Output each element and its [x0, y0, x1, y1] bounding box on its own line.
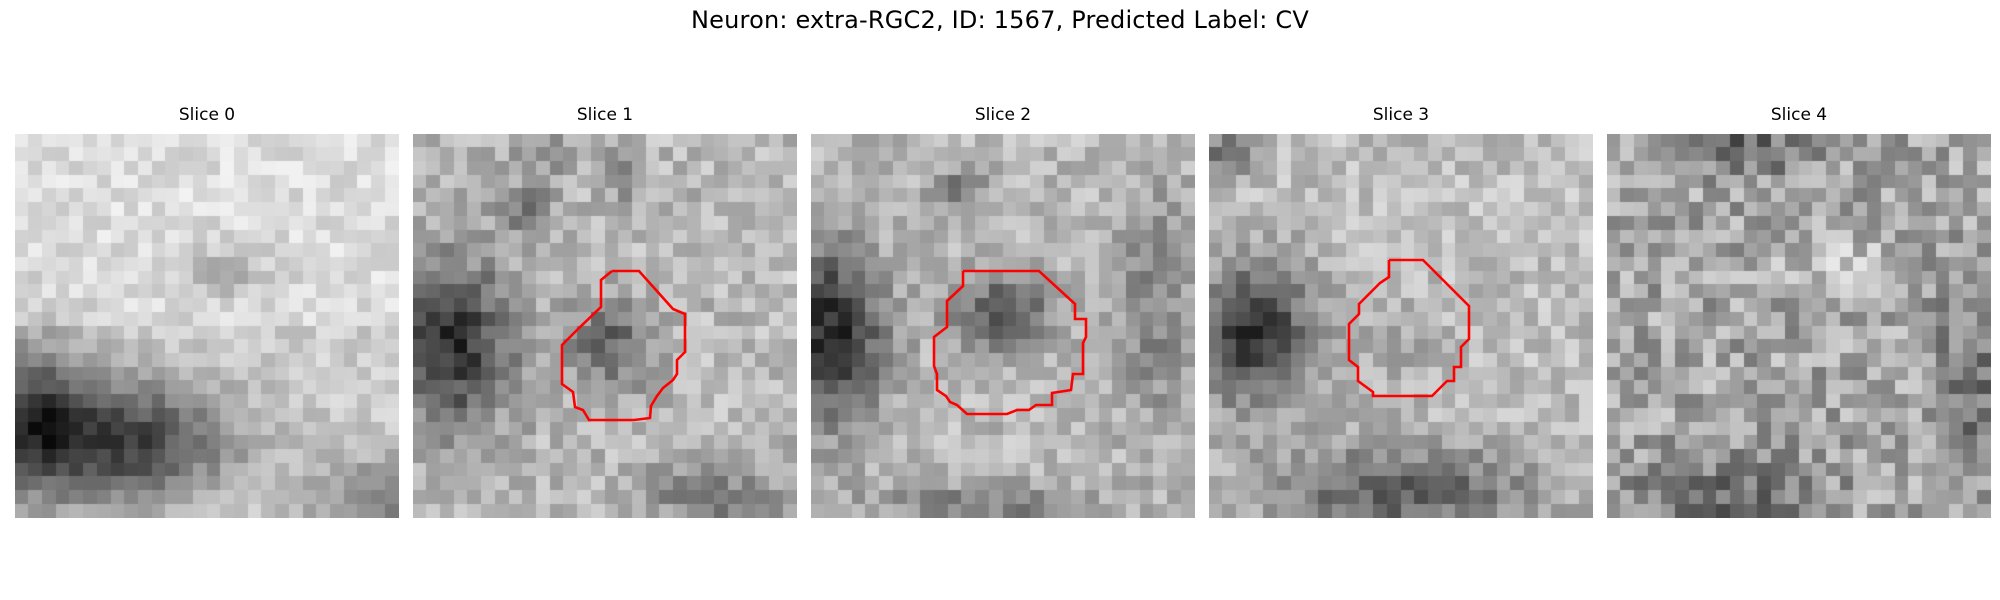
slice-image-0 — [15, 134, 399, 518]
slice-title-2: Slice 2 — [974, 105, 1032, 125]
slice-title-1: Slice 1 — [576, 105, 634, 125]
slice-image-3 — [1209, 134, 1593, 518]
slice-image-4 — [1607, 134, 1991, 518]
slice-image-2 — [811, 134, 1195, 518]
slice-image-1 — [413, 134, 797, 518]
slice-title-3: Slice 3 — [1372, 105, 1430, 125]
slice-title-4: Slice 4 — [1770, 105, 1828, 125]
figure-title: Neuron: extra-RGC2, ID: 1567, Predicted … — [691, 6, 1309, 34]
slice-title-0: Slice 0 — [178, 105, 236, 125]
